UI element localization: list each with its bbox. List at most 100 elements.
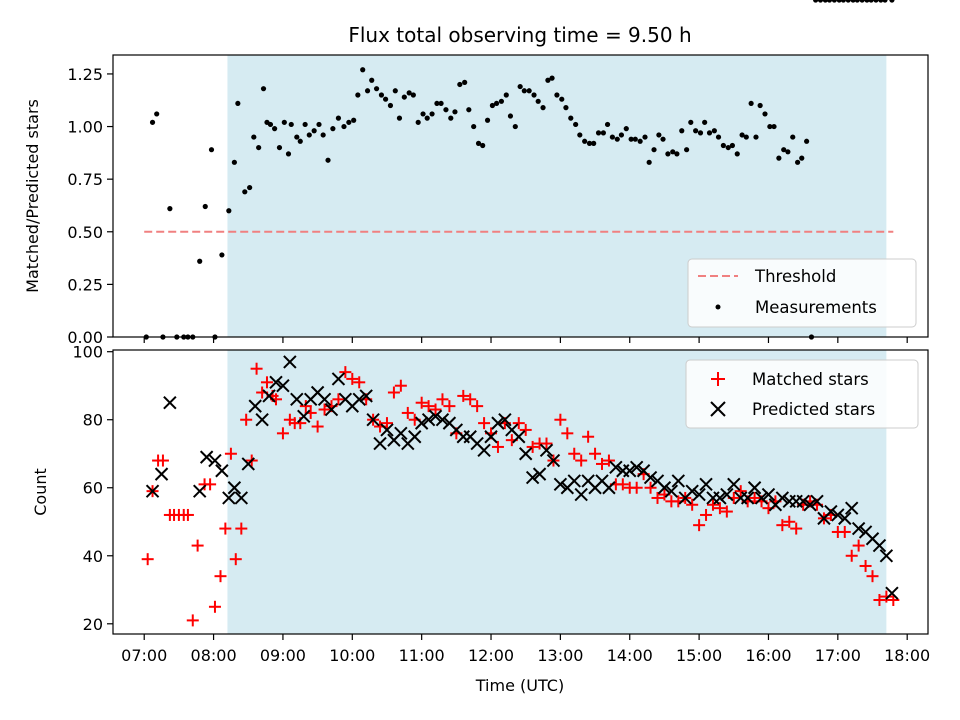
measurement-point [693, 128, 699, 134]
predicted-star-point [699, 477, 713, 492]
measurement-point [535, 98, 541, 104]
matched-star-point [700, 508, 713, 521]
predicted-star-point [435, 413, 450, 427]
measurement-point [632, 136, 638, 142]
legend-matched-label: Matched stars [752, 370, 869, 389]
predicted-star-point [380, 423, 394, 437]
measurement-point [826, 0, 833, 3]
predicted-star-point [234, 491, 249, 505]
measurement-point [415, 119, 421, 125]
measurement-point [595, 130, 602, 136]
measurement-point [294, 134, 300, 140]
measurement-point [480, 142, 486, 149]
measurement-point [545, 77, 551, 83]
top-y-axis-label: Matched/Predicted stars [23, 99, 42, 293]
matched-star-point [866, 570, 879, 583]
measurement-point [306, 132, 312, 138]
measurement-point [438, 100, 444, 107]
measurement-point [753, 134, 759, 140]
matched-star-point [748, 491, 761, 504]
measurement-point [369, 77, 375, 83]
predicted-star-point [408, 430, 422, 444]
measurement-point [748, 100, 754, 107]
measurement-point [600, 130, 606, 136]
x-tick-label: 11:00 [399, 646, 445, 665]
measurement-point [512, 123, 518, 130]
matched-star-point [644, 481, 657, 494]
predicted-star-point [352, 392, 366, 407]
matched-star-point [651, 491, 664, 504]
x-tick-label: 18:00 [884, 646, 930, 665]
measurement-point [540, 105, 546, 111]
bottom-panel: 20 40 60 80 100 07:00 08:00 09:00 10:00 11:00 12:… [31, 343, 930, 695]
predicted-star-point [851, 521, 866, 536]
predicted-star-point [567, 474, 581, 488]
legend-measurements-swatch [715, 304, 721, 310]
measurement-point [302, 121, 308, 128]
measurement-point [396, 115, 403, 121]
bottom-legend: Matched stars Predicted stars [685, 359, 919, 429]
measurement-point [864, 0, 870, 3]
predicted-star-point [477, 443, 491, 458]
measurement-point [771, 123, 777, 130]
x-tick-label: 08:00 [191, 646, 237, 665]
measurement-point [711, 128, 717, 134]
matched-star-point [873, 593, 886, 606]
matched-star-point [224, 447, 237, 460]
measurement-point [247, 184, 253, 191]
predicted-star-point [276, 379, 290, 393]
measurement-point [757, 102, 763, 109]
legend-threshold-label: Threshold [754, 267, 836, 286]
y-tick-label: 100 [72, 343, 103, 362]
measurement-point [845, 0, 851, 3]
predicted-star-point [208, 453, 222, 468]
measurement-point [208, 147, 215, 153]
measurement-point [276, 144, 283, 151]
matched-star-point [208, 600, 221, 613]
measurement-point [776, 155, 782, 161]
measurement-point [868, 0, 874, 3]
measurement-point [197, 258, 203, 264]
predicted-star-point [297, 409, 311, 424]
predicted-star-point [255, 413, 269, 427]
bottom-legend-box [685, 359, 919, 429]
predicted-star-point [629, 460, 644, 475]
measurement-point [242, 189, 248, 195]
measurement-point [256, 144, 262, 151]
measurement-point [341, 123, 347, 130]
measurement-point [799, 155, 805, 161]
measurement-point [226, 208, 232, 214]
y-tick-label: 1.25 [67, 65, 103, 84]
matched-star-point [229, 553, 242, 566]
measurement-point [452, 109, 458, 115]
legend-predicted-label: Predicted stars [752, 400, 875, 419]
chart-title: Flux total observing time = 9.50 h [348, 23, 691, 47]
matched-star-point [214, 570, 227, 583]
measurement-point [457, 81, 463, 88]
matched-star-point [845, 549, 858, 562]
matched-star-point [204, 478, 217, 491]
predicted-star-point [222, 491, 236, 505]
predicted-star-point [720, 487, 734, 502]
measurement-point [559, 96, 565, 102]
measurement-point [531, 92, 537, 98]
matched-star-point [394, 379, 407, 392]
matched-star-point [852, 539, 865, 552]
matched-star-point [380, 417, 393, 430]
predicted-star-point [518, 447, 533, 461]
predicted-star-point [754, 491, 769, 505]
matched-star-point [436, 393, 449, 406]
measurement-point [406, 90, 412, 96]
predicted-star-point [290, 392, 304, 407]
matched-star-point [540, 437, 553, 450]
y-tick-label: 20 [83, 615, 103, 634]
measurement-point [462, 79, 468, 85]
matched-star-point [887, 593, 900, 606]
measurement-point [149, 119, 156, 125]
matched-star-point [260, 376, 273, 389]
y-tick-label: 0.75 [67, 170, 103, 189]
bottom-x-ticks: 07:00 08:00 09:00 10:00 11:00 12:00 13:00 14:00… [121, 634, 930, 665]
measurement-point [577, 132, 583, 138]
bottom-y-ticks: 20 40 60 80 100 [72, 343, 113, 634]
